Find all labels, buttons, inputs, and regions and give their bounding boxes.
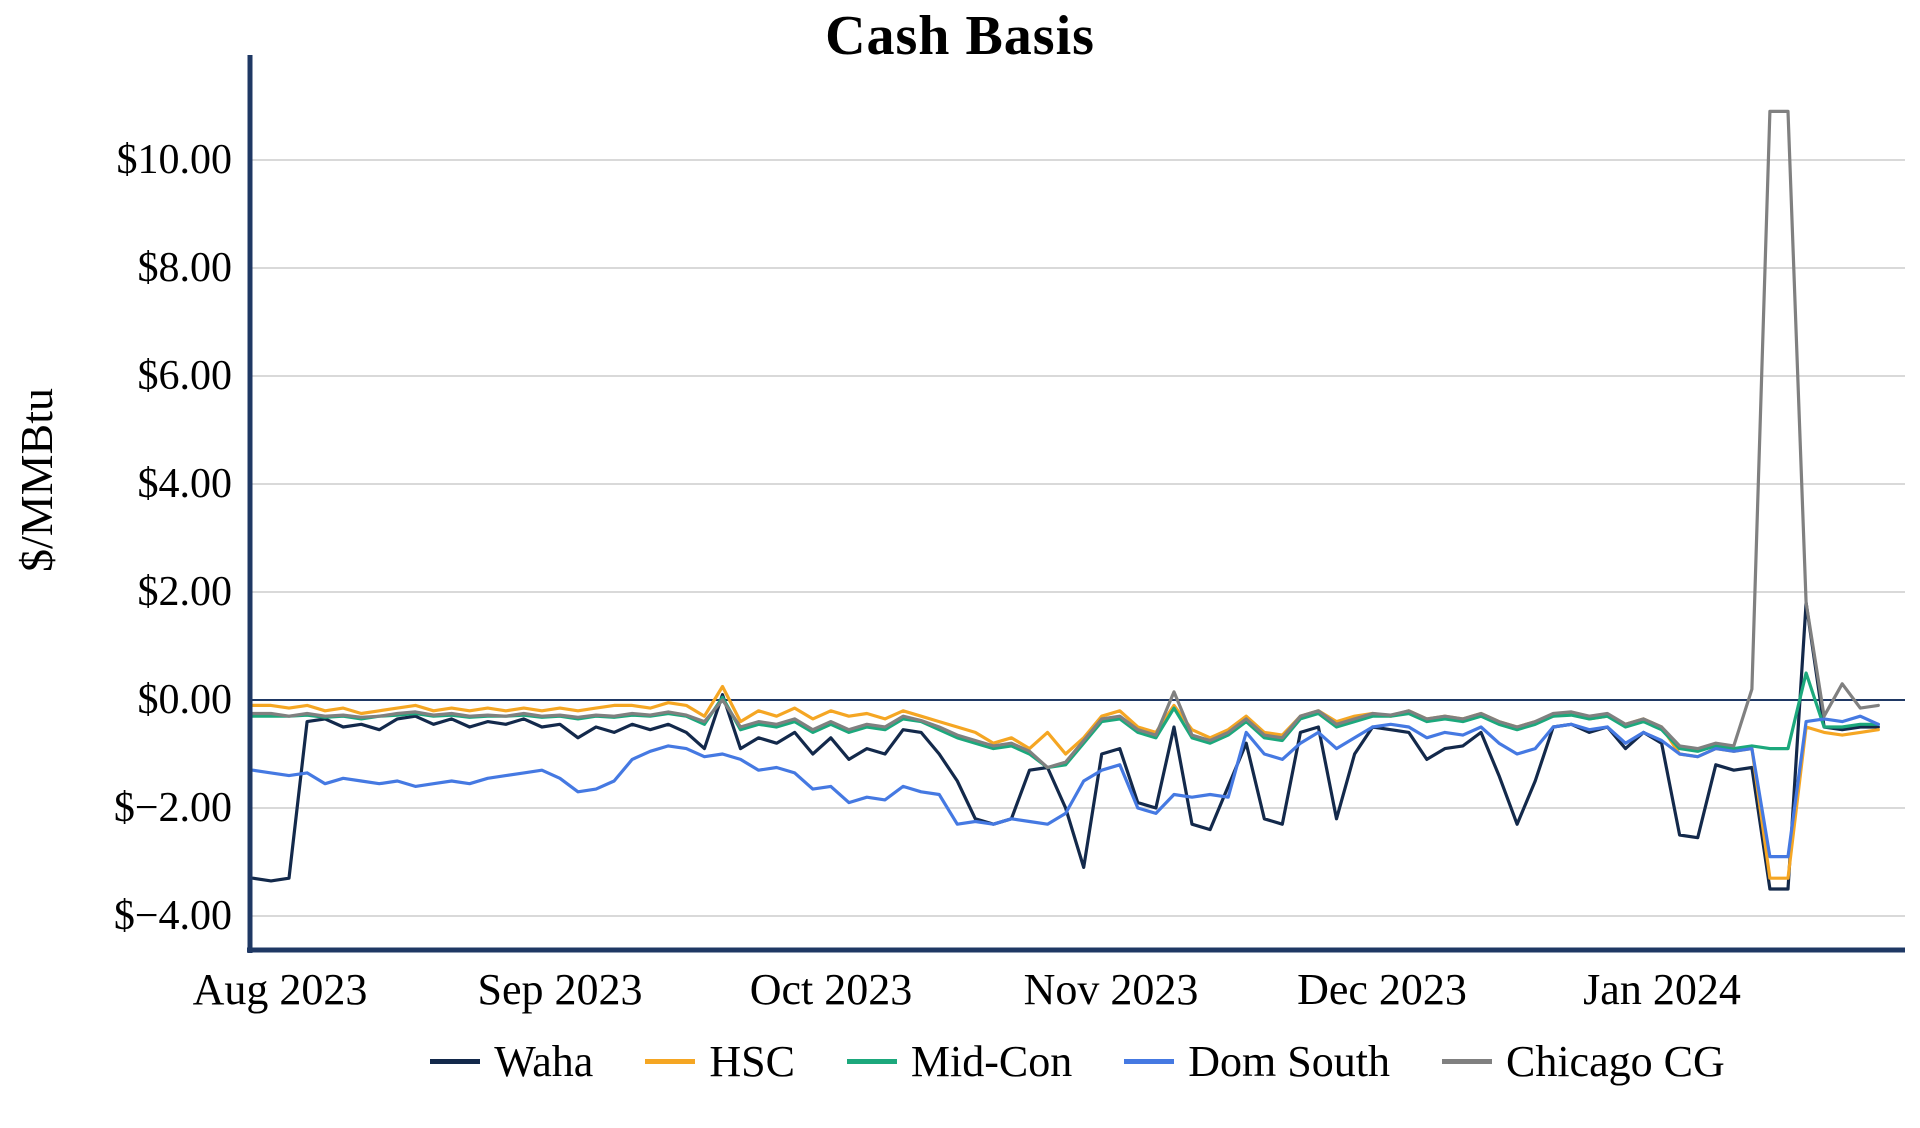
legend-item-waha: Waha — [430, 1036, 593, 1087]
legend-swatch-hsc — [645, 1059, 696, 1064]
x-tick-label: Nov 2023 — [1023, 965, 1199, 1014]
series-line-dom-south — [251, 714, 1880, 859]
legend-item-mid-con: Mid-Con — [846, 1036, 1073, 1087]
x-tick-label: Dec 2023 — [1297, 965, 1467, 1014]
x-tick-label: Aug 2023 — [192, 965, 368, 1014]
legend-label-mid-con: Mid-Con — [910, 1037, 1073, 1086]
y-tick-label: $−2.00 — [113, 785, 232, 831]
y-tick-label: $8.00 — [137, 245, 233, 291]
legend-label-waha: Waha — [494, 1037, 594, 1086]
legend-item-hsc: HSC — [645, 1036, 795, 1087]
legend-item-chicago-cg: Chicago CG — [1441, 1036, 1725, 1087]
legend-item-dom-south: Dom South — [1124, 1036, 1390, 1087]
y-tick-label: $0.00 — [137, 677, 233, 723]
chart-legend: Waha HSC Mid-Con Dom South Chicago CG — [250, 1036, 1905, 1087]
legend-swatch-waha — [430, 1059, 481, 1064]
legend-label-hsc: HSC — [709, 1037, 795, 1086]
chart-title: Cash Basis — [825, 5, 1095, 67]
legend-swatch-chicago-cg — [1441, 1059, 1492, 1064]
series-line-waha — [251, 601, 1880, 891]
x-tick-label: Jan 2024 — [1583, 965, 1741, 1014]
legend-swatch-mid-con — [846, 1059, 897, 1064]
x-tick-label: Oct 2023 — [749, 965, 913, 1014]
y-tick-label: $6.00 — [137, 353, 233, 399]
legend-label-chicago-cg: Chicago CG — [1505, 1037, 1725, 1086]
legend-label-dom-south: Dom South — [1188, 1037, 1390, 1086]
y-tick-label: $4.00 — [137, 461, 233, 507]
series-line-chicago-cg — [251, 109, 1880, 770]
y-tick-label: $2.00 — [137, 569, 233, 615]
x-tick-label: Sep 2023 — [477, 965, 643, 1014]
y-tick-label: $10.00 — [116, 137, 233, 183]
y-tick-label: $−4.00 — [113, 893, 232, 939]
legend-swatch-dom-south — [1124, 1059, 1175, 1064]
